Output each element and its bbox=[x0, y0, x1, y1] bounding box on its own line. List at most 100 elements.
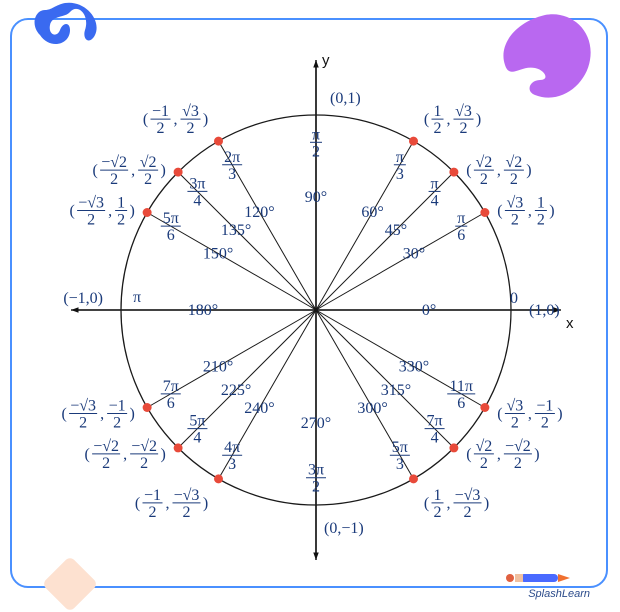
coord-label: (12,√32) bbox=[424, 103, 481, 137]
zero-label: 0 bbox=[510, 290, 518, 307]
svg-text:(: ( bbox=[92, 162, 97, 179]
svg-text:(: ( bbox=[69, 203, 74, 220]
svg-text:1: 1 bbox=[117, 195, 125, 212]
svg-text:,: , bbox=[131, 162, 135, 179]
svg-text:5π: 5π bbox=[163, 210, 179, 227]
fraction: π2 bbox=[310, 126, 322, 160]
svg-text:2: 2 bbox=[113, 415, 121, 432]
angle-point bbox=[214, 137, 223, 146]
degree-label: 60° bbox=[361, 204, 383, 221]
degree-label: 270° bbox=[301, 415, 331, 432]
svg-text:): ) bbox=[476, 111, 481, 128]
svg-text:,: , bbox=[447, 111, 451, 128]
svg-text:4: 4 bbox=[193, 430, 201, 447]
coord-label: (−12,√32) bbox=[143, 103, 208, 137]
svg-text:2: 2 bbox=[514, 455, 522, 472]
angle-point bbox=[409, 137, 418, 146]
svg-text:2: 2 bbox=[102, 455, 110, 472]
degree-label: 300° bbox=[357, 400, 387, 417]
fraction: 11π6 bbox=[447, 378, 475, 412]
svg-text:−√2: −√2 bbox=[505, 438, 531, 455]
svg-text:3π: 3π bbox=[308, 462, 324, 479]
svg-text:−√3: −√3 bbox=[455, 487, 481, 504]
svg-text:2: 2 bbox=[187, 120, 195, 137]
angle-point bbox=[214, 474, 223, 483]
svg-text:π: π bbox=[431, 175, 439, 192]
fraction: √22 bbox=[474, 438, 494, 472]
svg-text:√3: √3 bbox=[506, 398, 523, 415]
svg-text:): ) bbox=[484, 495, 489, 512]
fraction: 12 bbox=[115, 195, 127, 229]
svg-text:−√2: −√2 bbox=[93, 438, 119, 455]
svg-text:2: 2 bbox=[87, 212, 95, 229]
x-axis-label: x bbox=[566, 315, 574, 332]
coord-label: (−√22,−√22) bbox=[84, 438, 165, 472]
fraction: π6 bbox=[455, 210, 467, 244]
svg-text:2: 2 bbox=[480, 455, 488, 472]
svg-text:(: ( bbox=[424, 111, 429, 128]
svg-text:2: 2 bbox=[460, 120, 468, 137]
fraction: 7π4 bbox=[425, 413, 445, 447]
svg-text:2: 2 bbox=[157, 120, 165, 137]
coord-label: (−√22,√22) bbox=[92, 154, 165, 188]
coord-1-0: (1,0) bbox=[529, 302, 560, 319]
svg-text:√2: √2 bbox=[505, 154, 522, 171]
svg-text:(: ( bbox=[497, 406, 502, 423]
svg-text:,: , bbox=[528, 406, 532, 423]
fraction: π4 bbox=[429, 175, 441, 209]
coord-label: (√22,√22) bbox=[466, 154, 531, 188]
fraction: 3π4 bbox=[187, 175, 207, 209]
angle-point bbox=[480, 208, 489, 217]
svg-text:−√2: −√2 bbox=[101, 154, 127, 171]
svg-text:2: 2 bbox=[183, 504, 191, 521]
svg-text:): ) bbox=[526, 162, 531, 179]
svg-text:): ) bbox=[129, 203, 134, 220]
svg-text:5π: 5π bbox=[392, 439, 408, 456]
svg-text:,: , bbox=[123, 446, 127, 463]
fraction: −√22 bbox=[92, 438, 120, 472]
svg-text:(: ( bbox=[61, 406, 66, 423]
degree-label: 150° bbox=[203, 245, 233, 262]
svg-text:2: 2 bbox=[480, 171, 488, 188]
svg-text:2π: 2π bbox=[224, 149, 240, 166]
svg-text:2: 2 bbox=[511, 212, 519, 229]
degree-label: 225° bbox=[221, 382, 251, 399]
angle-point bbox=[143, 208, 152, 217]
svg-text:2: 2 bbox=[434, 120, 442, 137]
svg-text:(: ( bbox=[466, 162, 471, 179]
fraction: 12 bbox=[535, 195, 547, 229]
degree-label: 330° bbox=[399, 359, 429, 376]
svg-text:(: ( bbox=[466, 446, 471, 463]
svg-text:2: 2 bbox=[511, 415, 519, 432]
fraction: 5π6 bbox=[161, 210, 181, 244]
svg-text:(: ( bbox=[143, 111, 148, 128]
svg-text:,: , bbox=[174, 111, 178, 128]
fraction: √22 bbox=[474, 154, 494, 188]
svg-text:√2: √2 bbox=[475, 438, 492, 455]
watermark: SplashLearn bbox=[528, 588, 590, 600]
degree-label: 315° bbox=[381, 382, 411, 399]
degree-label: 240° bbox=[244, 400, 274, 417]
svg-text:6: 6 bbox=[167, 227, 175, 244]
pencil-icon bbox=[505, 568, 575, 588]
svg-text:2: 2 bbox=[464, 504, 472, 521]
svg-text:(: ( bbox=[497, 203, 502, 220]
angle-point bbox=[449, 443, 458, 452]
angle-point bbox=[409, 474, 418, 483]
blob-decoration-purple bbox=[490, 10, 600, 110]
svg-text:−1: −1 bbox=[152, 103, 169, 120]
svg-text:,: , bbox=[166, 495, 170, 512]
svg-text:6: 6 bbox=[457, 395, 465, 412]
svg-text:6: 6 bbox=[457, 227, 465, 244]
coord-label: (−12,−√32) bbox=[135, 487, 208, 521]
svg-text:−√3: −√3 bbox=[78, 195, 104, 212]
degree-label: 0° bbox=[422, 302, 436, 319]
svg-text:,: , bbox=[447, 495, 451, 512]
angle-point bbox=[449, 168, 458, 177]
svg-text:2: 2 bbox=[537, 212, 545, 229]
svg-text:1: 1 bbox=[434, 103, 442, 120]
degree-label: 30° bbox=[403, 245, 425, 262]
svg-text:,: , bbox=[497, 162, 501, 179]
svg-text:2: 2 bbox=[79, 415, 87, 432]
radian-label: π bbox=[133, 289, 141, 306]
